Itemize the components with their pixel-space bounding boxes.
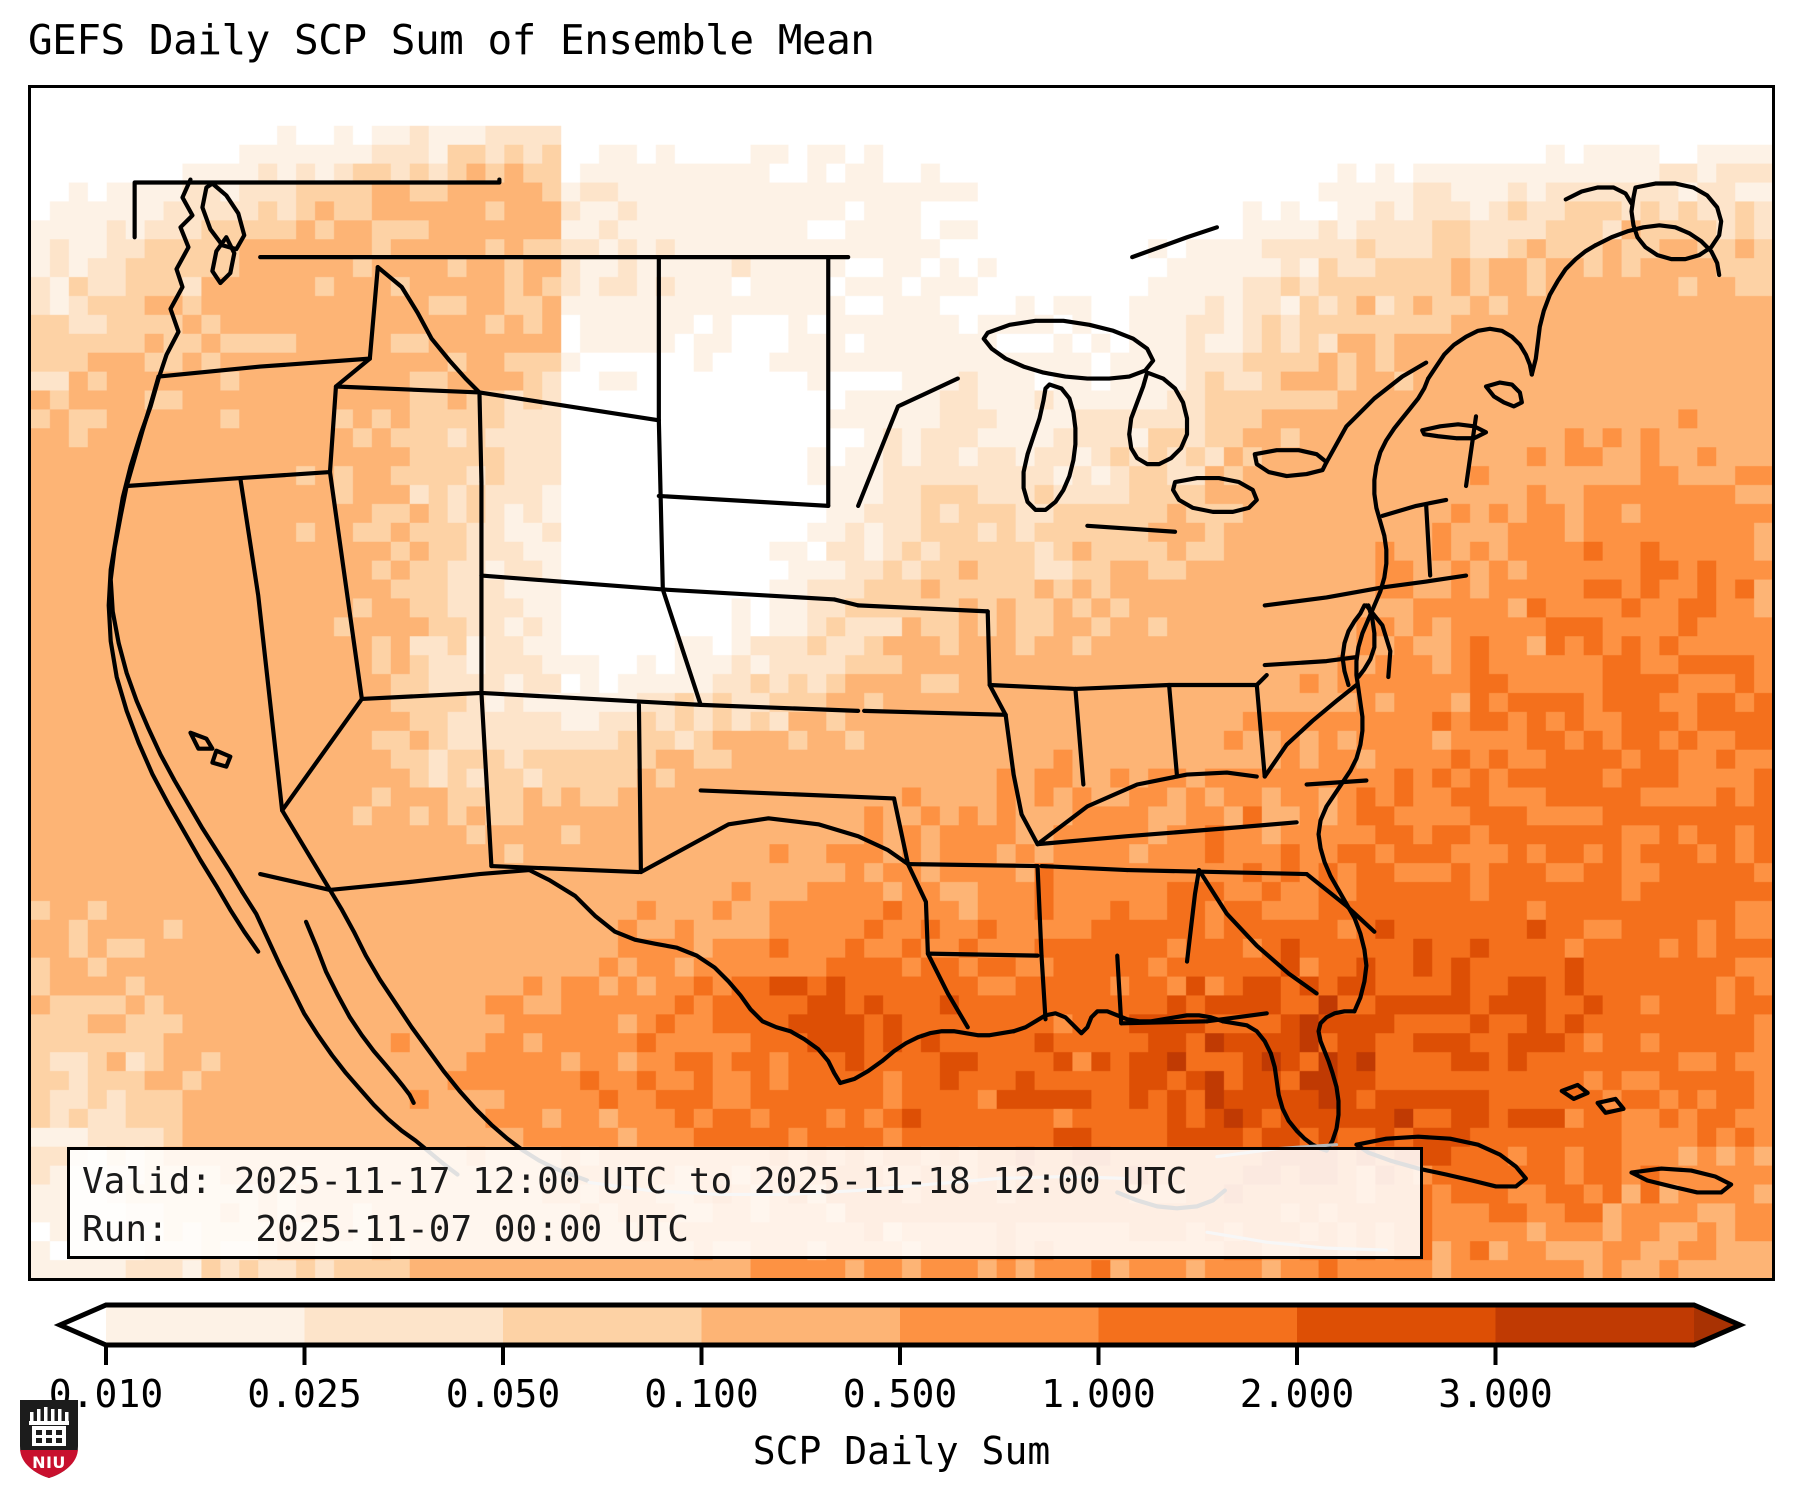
colorbar-tick-7: 3.000 bbox=[1438, 1372, 1553, 1416]
colorbar-band-7 bbox=[1495, 1305, 1695, 1345]
colorbar-bands bbox=[60, 1305, 1740, 1345]
colorbar-band-3 bbox=[701, 1305, 901, 1345]
colorbar-band-5 bbox=[1098, 1305, 1298, 1345]
colorbar-band-0 bbox=[106, 1305, 306, 1345]
colorbar-band-4 bbox=[900, 1305, 1100, 1345]
colorbar-band-1 bbox=[304, 1305, 504, 1345]
colorbar[interactable] bbox=[53, 1302, 1747, 1365]
valid-time-line: Valid: 2025-11-17 12:00 UTC to 2025-11-1… bbox=[82, 1161, 1188, 1202]
niu-logo: NIU bbox=[18, 1398, 80, 1480]
colorbar-outline bbox=[53, 1302, 1747, 1348]
map-panel[interactable]: Valid: 2025-11-17 12:00 UTC to 2025-11-1… bbox=[28, 85, 1775, 1281]
colorbar-tick-6: 2.000 bbox=[1239, 1372, 1355, 1416]
colorbar-tick-4: 0.500 bbox=[842, 1372, 958, 1416]
niu-logo-svg: NIU bbox=[20, 1400, 78, 1478]
colorbar-tick-1: 0.025 bbox=[247, 1372, 362, 1416]
colorbar-tick-2: 0.050 bbox=[445, 1372, 561, 1416]
colorbar-extend-under bbox=[60, 1305, 106, 1345]
niu-wordmark: NIU bbox=[32, 1453, 66, 1472]
colorbar-band-2 bbox=[503, 1305, 703, 1345]
colorbar-band-6 bbox=[1297, 1305, 1497, 1345]
colorbar-tick-5: 1.000 bbox=[1041, 1372, 1156, 1416]
page-title: GEFS Daily SCP Sum of Ensemble Mean bbox=[28, 16, 875, 64]
castle-windows bbox=[36, 1430, 62, 1443]
colorbar-axis-label: SCP Daily Sum bbox=[752, 1429, 1051, 1473]
colorbar-extend-over bbox=[1694, 1305, 1740, 1345]
colorbar-tick-labels: 0.010 0.025 0.050 0.100 0.500 1.000 2.000 3.000 bbox=[49, 1372, 1740, 1416]
niu-band bbox=[20, 1448, 78, 1478]
colorbar-svg bbox=[53, 1302, 1747, 1365]
run-time-line: Run: 2025-11-07 00:00 UTC bbox=[82, 1209, 689, 1250]
scp-heatmap-raster bbox=[31, 88, 1772, 1278]
forecast-info-box: Valid: 2025-11-17 12:00 UTC to 2025-11-1… bbox=[67, 1147, 1423, 1259]
colorbar-tick-3: 0.100 bbox=[644, 1372, 759, 1416]
